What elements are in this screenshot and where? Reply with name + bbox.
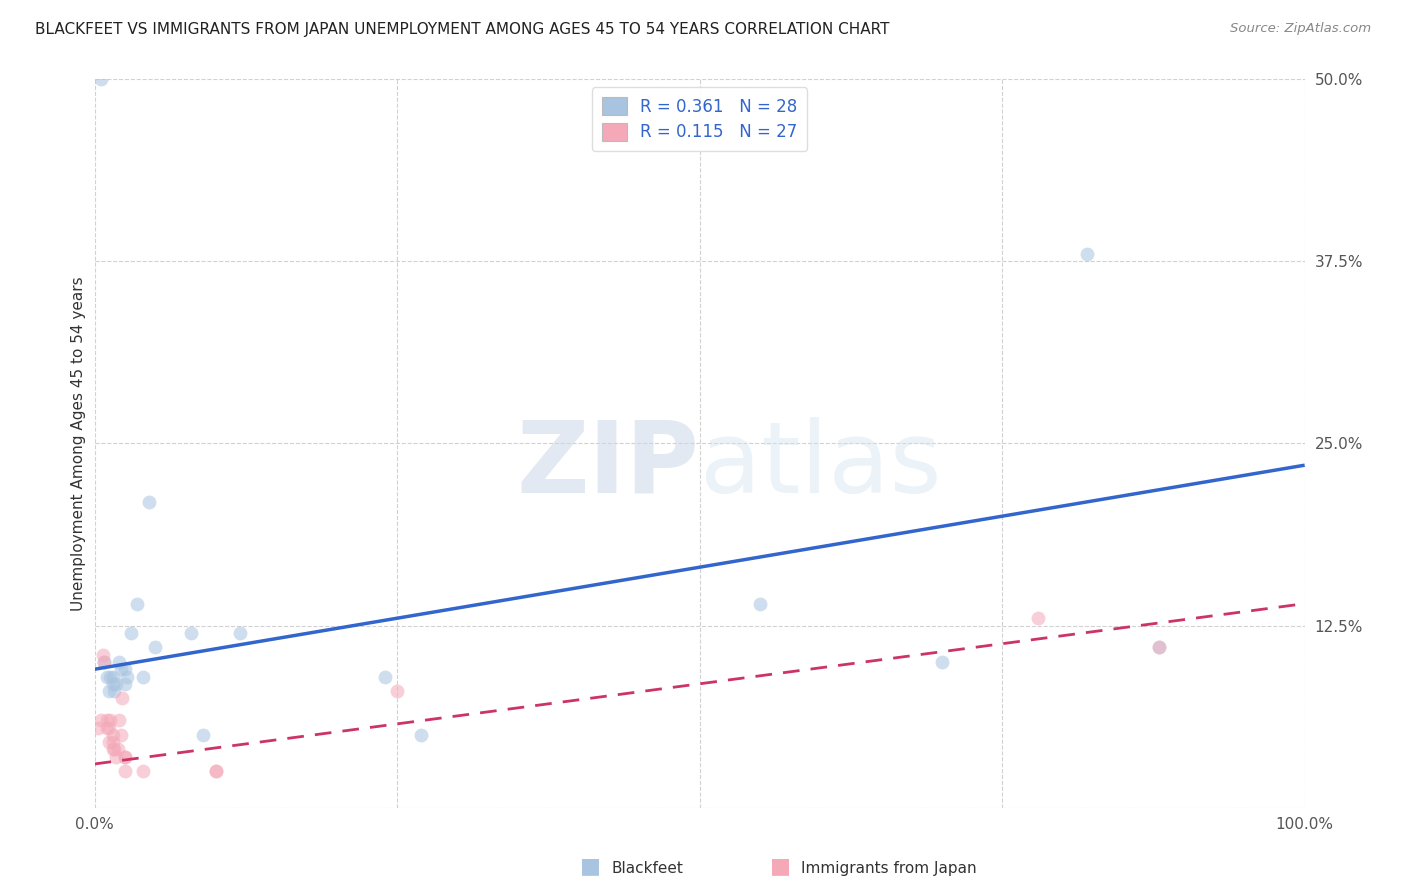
Point xyxy=(105,749,128,764)
Point xyxy=(98,713,121,727)
Point xyxy=(114,764,136,779)
Point xyxy=(98,669,121,683)
Point xyxy=(1149,640,1171,655)
Point xyxy=(229,625,252,640)
Point xyxy=(107,713,129,727)
Point xyxy=(96,713,118,727)
Point xyxy=(749,597,772,611)
Point xyxy=(125,597,148,611)
Point xyxy=(1076,247,1098,261)
Text: ■: ■ xyxy=(581,856,600,876)
Point xyxy=(114,662,136,676)
Point xyxy=(204,764,226,779)
Point xyxy=(385,684,408,698)
Point xyxy=(111,691,134,706)
Point xyxy=(98,684,121,698)
Point xyxy=(105,677,128,691)
Text: Source: ZipAtlas.com: Source: ZipAtlas.com xyxy=(1230,22,1371,36)
Point xyxy=(101,735,124,749)
Point xyxy=(143,640,166,655)
Point xyxy=(374,669,396,683)
Point xyxy=(103,684,125,698)
Point xyxy=(132,764,155,779)
Point xyxy=(931,655,953,669)
Text: Immigrants from Japan: Immigrants from Japan xyxy=(801,861,977,876)
Legend: R = 0.361   N = 28, R = 0.115   N = 27: R = 0.361 N = 28, R = 0.115 N = 27 xyxy=(592,87,807,152)
Point xyxy=(90,713,112,727)
Point xyxy=(101,677,124,691)
Point xyxy=(107,742,129,756)
Point xyxy=(117,669,139,683)
Point xyxy=(180,625,202,640)
Point xyxy=(193,728,215,742)
Point xyxy=(96,669,118,683)
Point xyxy=(204,764,226,779)
Point xyxy=(411,728,433,742)
Point xyxy=(1149,640,1171,655)
Point xyxy=(91,648,114,662)
Point xyxy=(114,749,136,764)
Point xyxy=(1028,611,1050,625)
Point xyxy=(93,655,115,669)
Point xyxy=(93,655,115,669)
Point xyxy=(101,742,124,756)
Point xyxy=(110,728,132,742)
Point xyxy=(114,749,136,764)
Text: Blackfeet: Blackfeet xyxy=(612,861,683,876)
Point xyxy=(98,735,121,749)
Point xyxy=(103,742,125,756)
Point xyxy=(138,494,160,508)
Point xyxy=(96,721,118,735)
Point xyxy=(90,72,112,87)
Point xyxy=(107,655,129,669)
Point xyxy=(110,662,132,676)
Text: BLACKFEET VS IMMIGRANTS FROM JAPAN UNEMPLOYMENT AMONG AGES 45 TO 54 YEARS CORREL: BLACKFEET VS IMMIGRANTS FROM JAPAN UNEMP… xyxy=(35,22,890,37)
Text: atlas: atlas xyxy=(700,417,941,514)
Point xyxy=(98,721,121,735)
Text: ZIP: ZIP xyxy=(517,417,700,514)
Text: ■: ■ xyxy=(770,856,790,876)
Point xyxy=(101,669,124,683)
Point xyxy=(101,728,124,742)
Y-axis label: Unemployment Among Ages 45 to 54 years: Unemployment Among Ages 45 to 54 years xyxy=(72,276,86,611)
Point xyxy=(132,669,155,683)
Point xyxy=(87,721,110,735)
Point xyxy=(120,625,142,640)
Point xyxy=(114,677,136,691)
